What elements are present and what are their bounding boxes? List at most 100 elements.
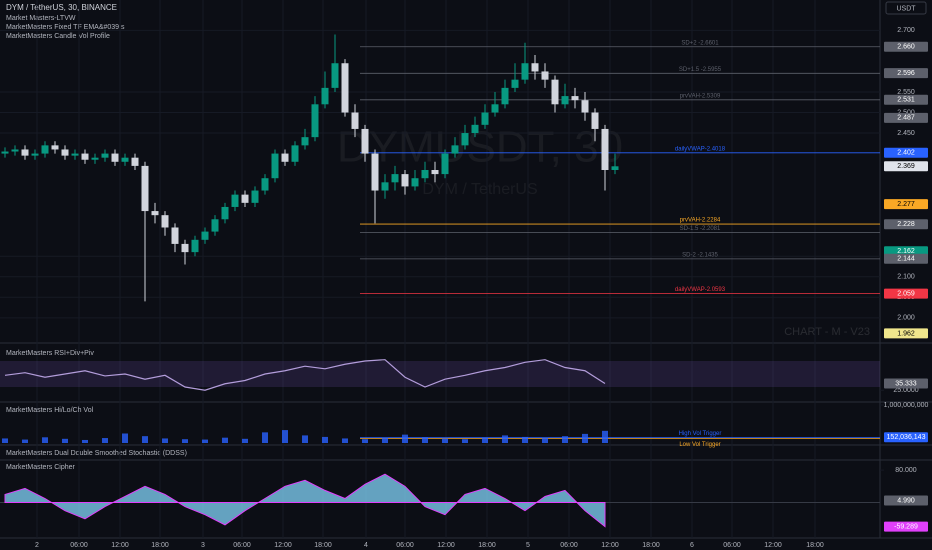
- candle-body: [561, 96, 569, 105]
- volume-bar: [502, 435, 508, 443]
- candle-body: [411, 178, 419, 187]
- volume-bar: [22, 439, 28, 443]
- candle-body: [541, 71, 549, 80]
- x-tick-label: 3: [201, 542, 205, 549]
- volume-bar: [482, 437, 488, 443]
- x-tick-label: 12:00: [111, 542, 129, 549]
- x-tick-label: 18:00: [806, 542, 824, 549]
- level-label: SD-1.5 -2.2081: [680, 226, 721, 232]
- candle-body: [121, 157, 129, 162]
- currency-label[interactable]: USDT: [896, 5, 916, 12]
- candle-body: [601, 128, 609, 170]
- price-mark-label: 2.660: [897, 44, 915, 51]
- candle-body: [451, 145, 459, 154]
- candle-body: [71, 153, 79, 156]
- candle-body: [271, 153, 279, 179]
- level-label: SD-2 -2.1435: [682, 252, 718, 258]
- candle-body: [591, 112, 599, 129]
- candle-body: [261, 178, 269, 191]
- candle-body: [281, 153, 289, 162]
- candle-body: [91, 157, 99, 160]
- candle-body: [211, 219, 219, 232]
- candle-body: [291, 145, 299, 162]
- candle-body: [51, 145, 59, 150]
- x-tick-label: 2: [35, 542, 39, 549]
- indicator-label[interactable]: MarketMasters Candle Vol Profile: [6, 33, 110, 40]
- level-label: Low Vol Trigger: [679, 442, 720, 448]
- x-tick-label: 6: [690, 542, 694, 549]
- candle-body: [31, 153, 39, 156]
- candle-body: [611, 166, 619, 170]
- y-tick-label: 25.0000: [893, 387, 918, 394]
- volume-bar: [122, 433, 128, 443]
- candle-body: [341, 63, 349, 113]
- candle-body: [511, 79, 519, 88]
- watermark: DYMUSDT, 30: [337, 123, 623, 172]
- volume-bar: [342, 438, 348, 443]
- price-mark-box: [884, 94, 928, 105]
- price-mark-label: 2.487: [897, 115, 915, 122]
- volume-bar: [302, 435, 308, 443]
- candle-body: [311, 104, 319, 138]
- price-mark-label: 2.596: [897, 70, 915, 77]
- volume-bar: [62, 438, 68, 443]
- rsi-line: [4, 359, 606, 391]
- candle-body: [371, 153, 379, 191]
- volume-bar: [162, 438, 168, 443]
- candle-body: [201, 231, 209, 240]
- level-label: SD+2 -2.6601: [681, 40, 719, 46]
- volume-bar: [422, 437, 428, 443]
- candle-body: [141, 165, 149, 212]
- symbol-title[interactable]: DYM / TetherUS, 30, BINANCE: [6, 3, 117, 12]
- indicator-label[interactable]: MarketMasters Fixed TF EMA&#039;s: [6, 24, 125, 31]
- y-tick-label: 2.450: [897, 130, 915, 137]
- indicator-label[interactable]: Market Masters-LTVW: [6, 15, 76, 22]
- volume-bar: [602, 430, 608, 443]
- volume-bar: [582, 433, 588, 443]
- volume-bar: [82, 439, 88, 443]
- volume-bar: [202, 439, 208, 443]
- volume-bar: [522, 436, 528, 443]
- price-mark-box: [884, 147, 928, 158]
- price-mark-label: 2.144: [897, 256, 915, 263]
- price-mark-box: [884, 219, 928, 230]
- candle-body: [251, 190, 259, 203]
- y-tick-label: 2.100: [897, 274, 915, 281]
- price-mark-box: [884, 68, 928, 79]
- volume-bar: [462, 439, 468, 443]
- level-label: dailyVWAP-2.4018: [675, 146, 726, 152]
- volume-bar: [142, 436, 148, 443]
- candle-body: [361, 128, 369, 154]
- price-mark-box: [884, 521, 928, 532]
- price-mark-box: [884, 41, 928, 52]
- candle-body: [111, 153, 119, 162]
- price-mark-box: [884, 328, 928, 339]
- candle-body: [131, 157, 139, 166]
- volume-bar: [542, 438, 548, 443]
- x-tick-label: 18:00: [478, 542, 496, 549]
- volume-bar: [282, 430, 288, 443]
- candle-body: [581, 100, 589, 113]
- level-label: SD+1.5 -2.5955: [679, 67, 722, 73]
- candle-body: [301, 137, 309, 146]
- candle-body: [431, 170, 439, 175]
- volume-bar: [42, 437, 48, 443]
- price-mark-label: 2.531: [897, 97, 915, 104]
- candle-body: [481, 112, 489, 125]
- candle-body: [531, 63, 539, 72]
- level-label: prvVAH-2.2284: [680, 218, 721, 224]
- price-mark-label: 4.990: [897, 497, 915, 504]
- candle-body: [161, 215, 169, 228]
- candle-body: [231, 194, 239, 207]
- price-mark-box: [884, 253, 928, 264]
- volume-bar: [262, 432, 268, 443]
- price-mark-box: [884, 112, 928, 123]
- volume-bar: [182, 439, 188, 443]
- currency-button[interactable]: [885, 1, 927, 15]
- candle-body: [221, 206, 229, 220]
- candle-body: [381, 182, 389, 191]
- x-tick-label: 5: [526, 542, 530, 549]
- candle-body: [321, 87, 329, 105]
- volume-bar: [242, 438, 248, 443]
